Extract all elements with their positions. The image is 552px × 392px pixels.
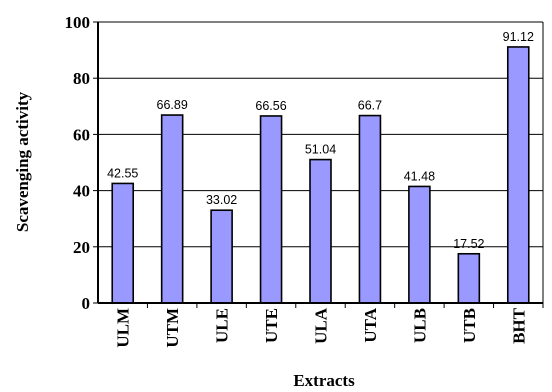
y-tick-label: 80 <box>73 69 90 88</box>
data-label-bht: 91.12 <box>503 30 534 44</box>
data-labels: 42.55 66.89 33.02 66.56 51.04 66.7 41.48 17.52 9… <box>107 30 534 251</box>
bar-ule <box>210 209 233 304</box>
x-tick-label-ute: UTE <box>262 308 281 343</box>
data-label-utm: 66.89 <box>157 98 188 112</box>
y-axis-title: Scavenging activity <box>13 91 32 232</box>
x-tick-label-bht: BHT <box>509 307 528 344</box>
x-tick-label-ula: ULA <box>312 307 331 344</box>
bar-ulb <box>408 185 431 304</box>
x-tick-label-ulb: ULB <box>410 308 429 343</box>
data-label-ulm: 42.55 <box>107 166 138 180</box>
bars <box>111 46 530 304</box>
bar-bht <box>506 46 530 304</box>
y-tick-label: 100 <box>65 13 91 32</box>
data-label-ulb: 41.48 <box>404 169 435 183</box>
x-tick-label-ule: ULE <box>213 308 232 343</box>
axes <box>97 22 544 304</box>
data-label-ula: 51.04 <box>305 143 336 157</box>
x-tick-label-utm: UTM <box>163 308 182 348</box>
x-axis-title: Extracts <box>293 371 355 390</box>
bar-ute <box>259 115 283 304</box>
bar-ulm <box>111 182 135 304</box>
x-tick-labels: ULM UTM ULE UTE ULA UTA ULB UTB BHT <box>114 303 544 348</box>
data-label-uta: 66.7 <box>358 99 382 113</box>
y-tick-label: 60 <box>73 125 90 144</box>
bar-uta <box>358 114 382 304</box>
x-tick-label-uta: UTA <box>361 307 380 342</box>
y-tick-label: 40 <box>73 182 90 201</box>
y-tick-labels: 0 20 40 60 80 100 <box>65 13 98 313</box>
data-label-utb: 17.52 <box>453 237 484 251</box>
y-tick-label: 20 <box>73 238 90 257</box>
x-tick-label-utb: UTB <box>460 308 479 343</box>
y-tick-label: 0 <box>82 294 91 313</box>
data-label-ule: 33.02 <box>206 193 237 207</box>
x-tick-label-ulm: ULM <box>114 308 133 348</box>
data-label-ute: 66.56 <box>255 99 286 113</box>
bar-ula <box>309 158 332 304</box>
bar-utb <box>457 252 481 304</box>
bar-utm <box>160 114 184 304</box>
